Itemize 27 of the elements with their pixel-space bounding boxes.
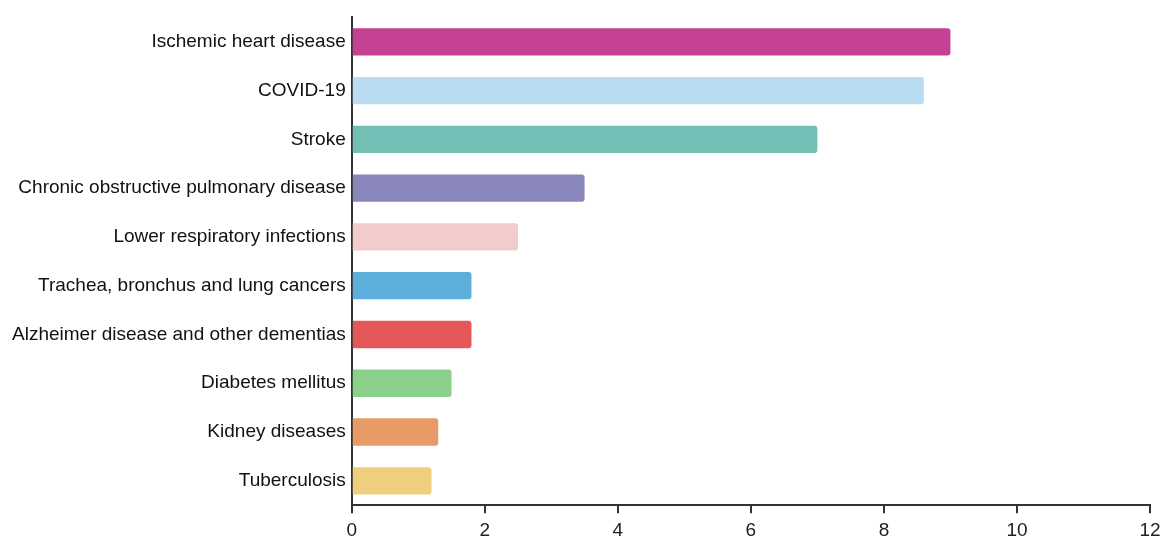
y-tick-label: Stroke	[290, 127, 346, 149]
bar	[352, 125, 818, 154]
bar	[352, 369, 452, 397]
y-tick-label: COVID-19	[258, 78, 346, 100]
x-tick-label: 6	[745, 518, 757, 540]
y-tick-label: Lower respiratory infections	[113, 225, 346, 247]
x-tick-label: 4	[612, 518, 624, 540]
y-tick-label: Chronic obstructive pulmonary disease	[18, 176, 346, 198]
bar	[352, 76, 924, 105]
y-tick-label: Trachea, bronchus and lung cancers	[38, 273, 346, 295]
x-tick-label: 12	[1139, 518, 1161, 540]
x-tick-label: 0	[346, 518, 358, 540]
y-tick-label: Kidney diseases	[207, 420, 346, 442]
bar	[352, 174, 585, 202]
y-tick-label: Ischemic heart disease	[151, 30, 346, 52]
y-tick-label: Diabetes mellitus	[201, 371, 346, 393]
x-tick-label: 8	[878, 518, 890, 540]
bar	[352, 467, 432, 495]
y-tick-label: Tuberculosis	[238, 469, 346, 491]
y-tick-label: Alzheimer disease and other dementias	[11, 322, 346, 344]
bar	[352, 223, 519, 251]
x-tick-label: 2	[479, 518, 491, 540]
bar	[352, 320, 472, 349]
x-tick-label: 10	[1006, 518, 1028, 540]
bar	[352, 272, 472, 300]
bar	[352, 418, 439, 446]
bar	[352, 28, 951, 56]
